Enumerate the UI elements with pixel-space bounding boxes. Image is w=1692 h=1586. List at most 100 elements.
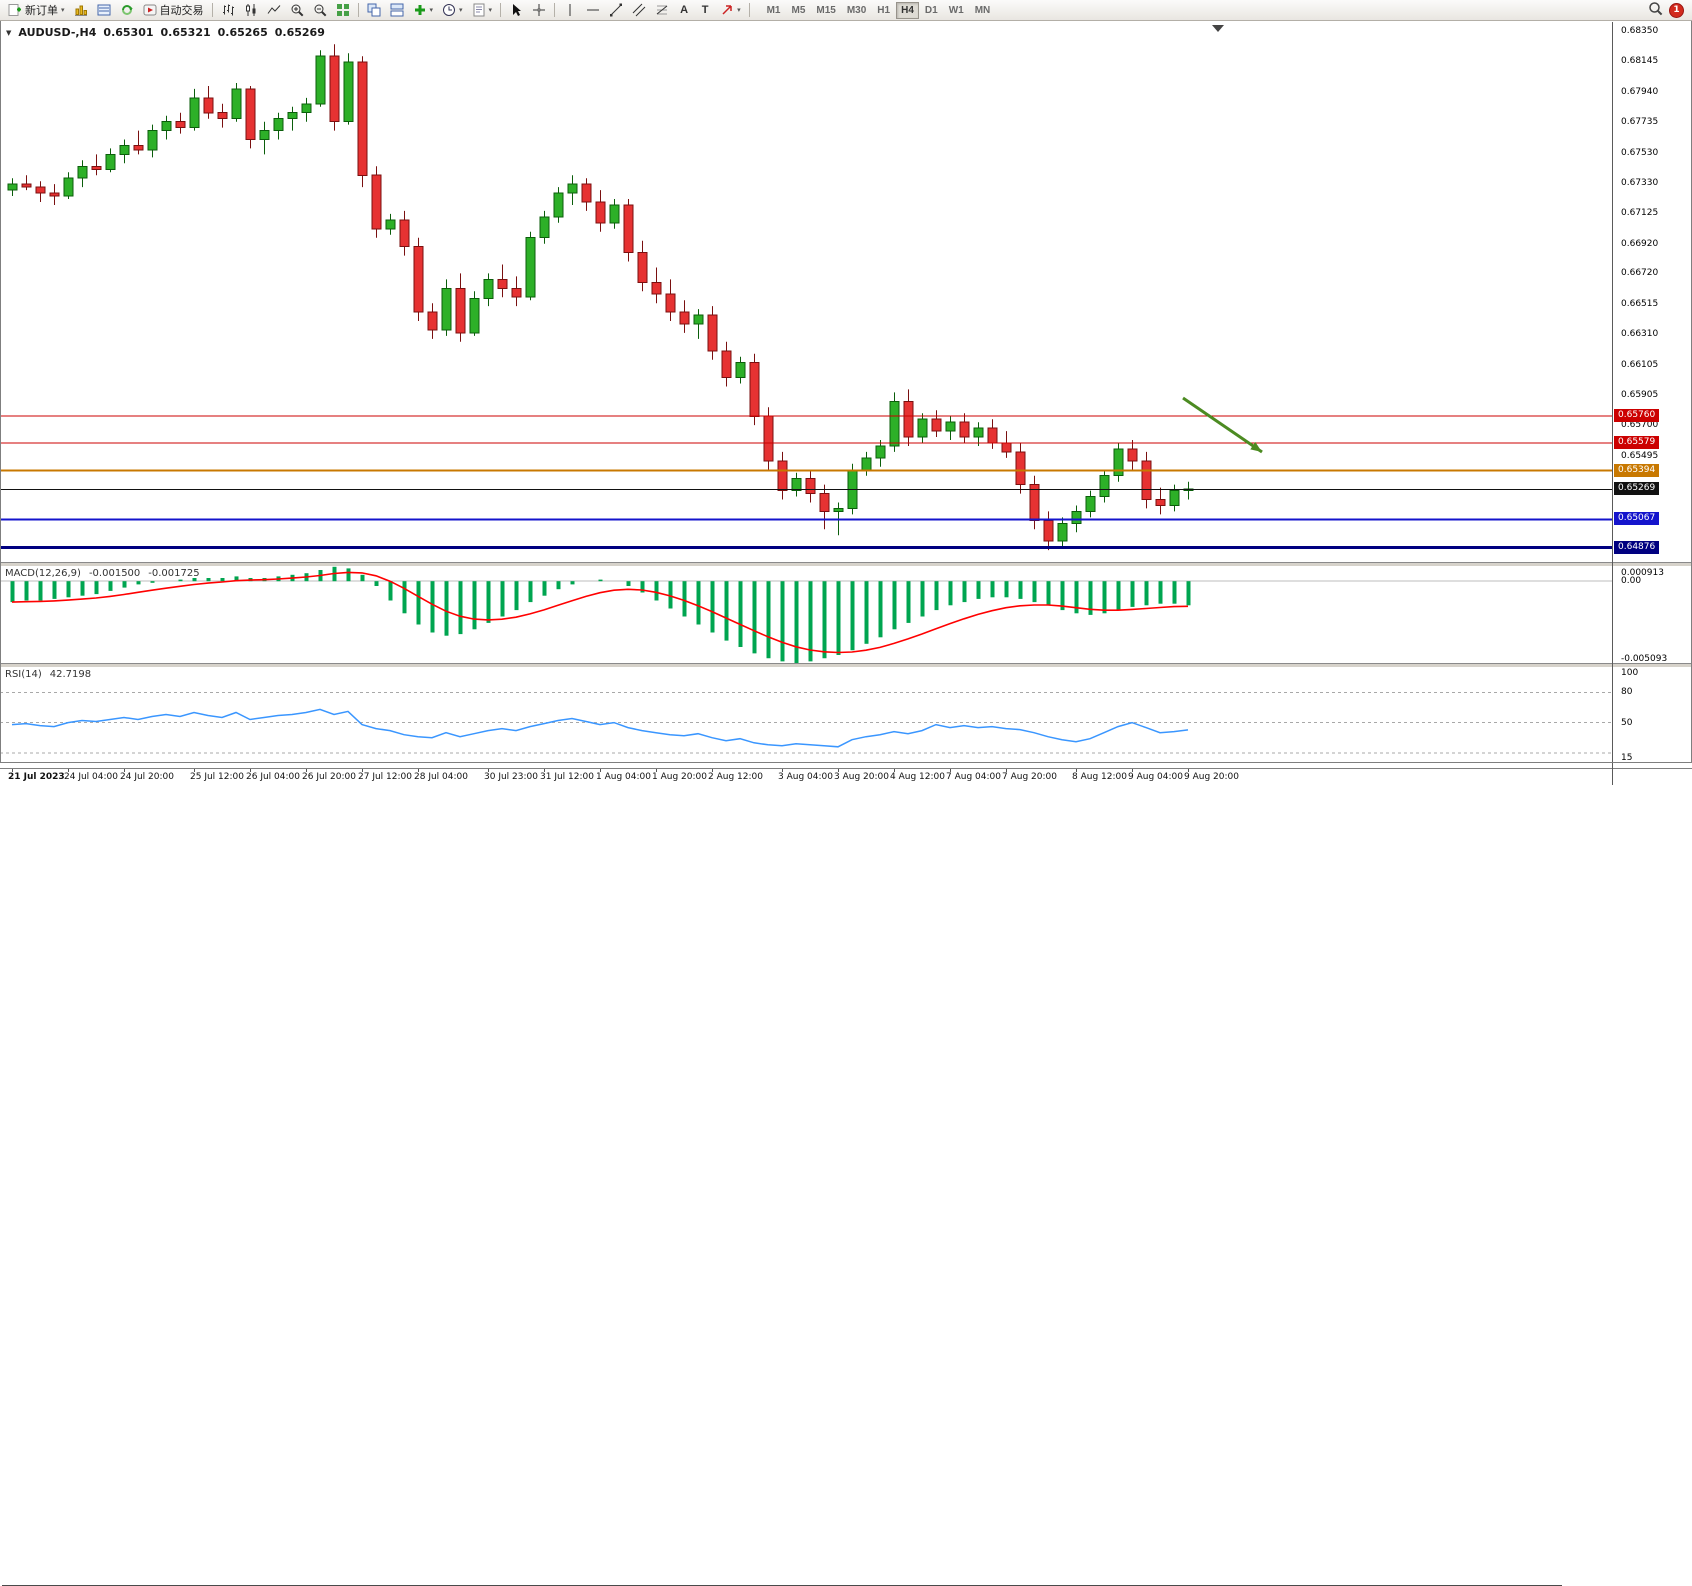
text-label-tool-icon: T [701, 4, 709, 16]
timeframe-d1-button[interactable]: D1 [920, 2, 943, 19]
time-axis-tick [250, 769, 251, 772]
text-label-tool-button[interactable]: T [695, 1, 715, 20]
candle-body [609, 204, 620, 224]
refresh-icon [120, 3, 134, 17]
timeframe-h1-button[interactable]: H1 [872, 2, 895, 19]
zoom-out-button[interactable] [309, 1, 331, 20]
candle-body [441, 287, 452, 331]
price-axis-label: 0.67530 [1621, 147, 1659, 158]
arrange-windows-button[interactable] [386, 1, 408, 20]
candle-body [553, 192, 564, 218]
refresh-button[interactable] [116, 1, 138, 20]
candle-body [483, 278, 494, 300]
market-watch-icon [97, 3, 111, 17]
price-axis-label: 0.68350 [1621, 25, 1659, 36]
timeframe-m1-button[interactable]: M1 [762, 2, 786, 19]
timeframe-m30-button[interactable]: M30 [842, 2, 871, 19]
zoom-in-button[interactable] [286, 1, 308, 20]
tile-windows-button[interactable] [332, 1, 354, 20]
rsi-canvas[interactable] [0, 667, 1612, 768]
macd-canvas[interactable] [0, 566, 1612, 663]
candle-body [525, 237, 536, 298]
templates-icon [472, 3, 486, 17]
candle-body [595, 201, 606, 224]
candle-body [399, 219, 410, 248]
candle-body [805, 478, 816, 495]
candle-body [161, 121, 172, 132]
candle-body [343, 61, 354, 123]
price-axis-label: 0.00 [1621, 576, 1642, 587]
candle-body [203, 97, 214, 114]
candle-body [413, 246, 424, 313]
text-tool-button[interactable]: A [674, 1, 694, 20]
cascade-windows-icon [367, 3, 381, 17]
new-order-button[interactable]: 新订单 ▾ [4, 1, 69, 20]
price-axis-label: 0.66515 [1621, 298, 1659, 309]
auto-trading-button[interactable]: 自动交易 [139, 1, 208, 20]
candle-body [329, 55, 340, 123]
candle-body [1113, 448, 1124, 477]
market-watch-button[interactable] [93, 1, 115, 20]
candle-body [1127, 448, 1138, 462]
candle-body [49, 192, 60, 197]
trendline-button[interactable] [605, 1, 627, 20]
search-icon[interactable] [1648, 1, 1663, 20]
main-chart-canvas[interactable] [0, 22, 1612, 562]
candle-body [665, 293, 676, 313]
panel-splitter[interactable] [0, 562, 1692, 566]
time-axis-label: 30 Jul 23:00 [484, 772, 538, 782]
add-indicator-icon [413, 3, 427, 17]
panel-splitter[interactable] [0, 663, 1692, 667]
candle-body [427, 311, 438, 331]
templates-button[interactable]: ▾ [468, 1, 497, 20]
channel-button[interactable] [628, 1, 650, 20]
quote-open: 0.65301 [103, 26, 154, 39]
time-axis[interactable]: 21 Jul 2023 24 Jul 04:00 24 Jul 20:00 25 Ju… [0, 768, 1692, 785]
timeframe-w1-button[interactable]: W1 [944, 2, 969, 19]
arrow-annotation[interactable] [1182, 396, 1263, 454]
candle-body [1043, 519, 1054, 542]
chart-shift-marker[interactable] [1212, 25, 1224, 32]
candle-body [245, 88, 256, 140]
line-chart-button[interactable] [263, 1, 285, 20]
candle-body [679, 311, 690, 325]
bar-chart-icon [221, 3, 235, 17]
price-axis-label: 80 [1621, 687, 1633, 698]
bar-chart-button[interactable] [217, 1, 239, 20]
candle-body [693, 314, 704, 325]
cursor-button[interactable] [505, 1, 527, 20]
timeframe-m5-button[interactable]: M5 [786, 2, 810, 19]
candle-body [917, 418, 928, 438]
crosshair-button[interactable] [528, 1, 550, 20]
candle-body [1057, 522, 1068, 542]
periods-button[interactable]: ▾ [438, 1, 467, 20]
time-axis-tick [418, 769, 419, 772]
time-axis-tick [362, 769, 363, 772]
candle-body [217, 112, 228, 120]
candle-body [455, 287, 466, 334]
profiles-button[interactable] [70, 1, 92, 20]
notification-badge[interactable]: 1 [1669, 2, 1684, 18]
horizontal-line-button[interactable] [582, 1, 604, 20]
fibonacci-button[interactable] [651, 1, 673, 20]
vertical-line-button[interactable] [559, 1, 581, 20]
timeframe-h4-button[interactable]: H4 [896, 1, 919, 19]
arrows-tool-button[interactable]: ▾ [716, 1, 745, 20]
candle-body [1141, 460, 1152, 500]
candlestick-chart-button[interactable] [240, 1, 262, 20]
add-indicator-button[interactable]: ▾ [409, 1, 438, 20]
price-axis[interactable]: 0.68350 0.68145 0.67940 0.67735 0.67530 0.673… [1613, 0, 1692, 849]
profiles-icon [74, 3, 88, 17]
candle-body [861, 457, 872, 471]
time-axis-tick [1132, 769, 1133, 772]
timeframe-m15-button[interactable]: M15 [811, 2, 840, 19]
candle-body [63, 177, 74, 197]
timeframe-mn-button[interactable]: MN [970, 2, 996, 19]
toolbar-separator [211, 3, 213, 17]
symbol-collapse-icon[interactable]: ▼ [6, 28, 12, 37]
toolbar-separator [748, 3, 750, 17]
cascade-windows-button[interactable] [363, 1, 385, 20]
cursor-icon [509, 3, 523, 17]
new-order-icon [8, 3, 22, 17]
price-axis-label: 15 [1621, 752, 1633, 763]
